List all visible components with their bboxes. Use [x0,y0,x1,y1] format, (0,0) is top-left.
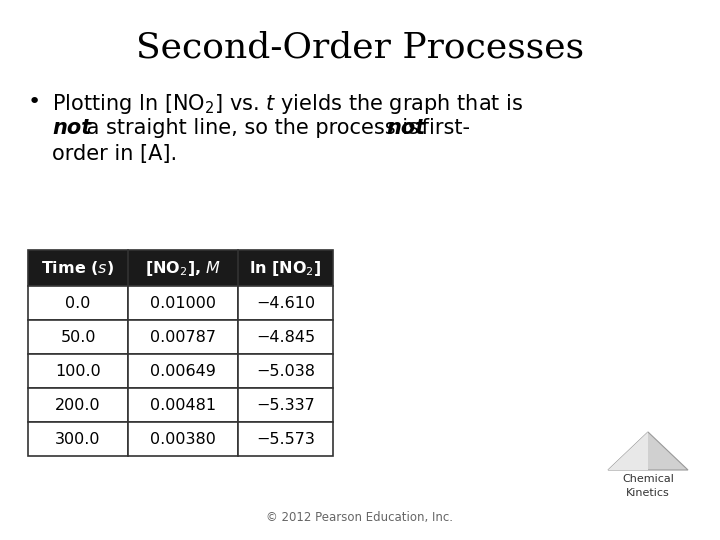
Text: a straight line, so the process is: a straight line, so the process is [81,118,426,138]
Text: 100.0: 100.0 [55,363,101,379]
Polygon shape [608,432,648,470]
Text: first-: first- [415,118,470,138]
Bar [128,422,238,456]
Bar [128,354,238,388]
Text: 0.0: 0.0 [66,295,91,310]
Text: Chemical: Chemical [622,474,674,484]
Bar [128,286,238,320]
Bar [238,422,333,456]
Text: −4.610: −4.610 [256,295,315,310]
Bar [28,388,128,422]
Bar [28,286,128,320]
Text: order in [A].: order in [A]. [52,144,177,164]
Text: −5.573: −5.573 [256,431,315,447]
Text: 0.00380: 0.00380 [150,431,216,447]
Text: [NO$_2$], $M$: [NO$_2$], $M$ [145,259,221,278]
Text: −4.845: −4.845 [256,329,315,345]
Bar [128,388,238,422]
Text: Second-Order Processes: Second-Order Processes [136,30,584,64]
Bar [28,320,128,354]
Text: not: not [52,118,91,138]
Text: Plotting ln [NO$_2$] vs. $t$ yields the graph that is: Plotting ln [NO$_2$] vs. $t$ yields the … [52,92,523,116]
Text: 200.0: 200.0 [55,397,101,413]
Text: 0.00787: 0.00787 [150,329,216,345]
Text: ln [NO$_2$]: ln [NO$_2$] [249,259,322,278]
Bar [238,354,333,388]
Bar [238,320,333,354]
Bar [238,286,333,320]
Polygon shape [608,432,688,470]
Text: •: • [28,92,41,112]
Text: 0.01000: 0.01000 [150,295,216,310]
Text: Time ($s$): Time ($s$) [42,259,114,277]
Text: −5.337: −5.337 [256,397,315,413]
Bar [28,354,128,388]
Bar [238,388,333,422]
Bar [28,250,333,286]
Bar [28,422,128,456]
Text: 50.0: 50.0 [60,329,96,345]
Text: −5.038: −5.038 [256,363,315,379]
Text: Kinetics: Kinetics [626,488,670,498]
Text: 0.00649: 0.00649 [150,363,216,379]
Bar [28,250,333,286]
Text: 300.0: 300.0 [55,431,101,447]
Text: not: not [387,118,426,138]
Text: © 2012 Pearson Education, Inc.: © 2012 Pearson Education, Inc. [266,511,454,524]
Text: 0.00481: 0.00481 [150,397,216,413]
Bar [128,320,238,354]
